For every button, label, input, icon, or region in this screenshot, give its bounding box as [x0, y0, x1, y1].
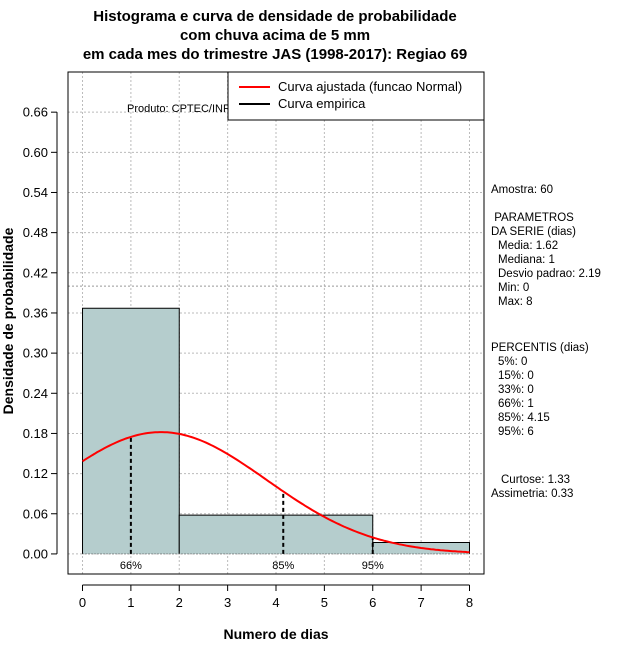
legend: Curva ajustada (funcao Normal) Curva emp…: [227, 71, 485, 121]
y-tick-label-0: 0.00: [23, 546, 48, 561]
y-axis-title: Densidade de probabilidade: [0, 227, 16, 414]
y-tick-label-1: 0.06: [23, 506, 48, 521]
percentile-label-2: 95%: [362, 560, 384, 572]
histogram-bar-outline-2: [372, 542, 470, 554]
product-annotation: Produto: CPTEC/INPE: [127, 103, 238, 115]
stat-curtose: Curtose: 1.33: [501, 474, 570, 486]
y-tick-label-5: 0.30: [23, 346, 48, 361]
x-tick-label-2: 2: [176, 595, 183, 610]
y-tick-label-3: 0.18: [23, 426, 48, 441]
histogram-bar-outline-0: [82, 307, 180, 554]
chart-title-line-3: em cada mes do trimestre JAS (1998-2017)…: [83, 46, 467, 63]
percentile-label-1: 85%: [272, 560, 294, 572]
x-tick-label-3: 3: [224, 595, 231, 610]
y-tick-label-2: 0.12: [23, 466, 48, 481]
y-tick-label-9: 0.54: [23, 185, 48, 200]
x-tick-label-8: 8: [466, 595, 473, 610]
percentil-33: 33%: 0: [498, 384, 534, 396]
percentile-label-0: 66%: [120, 560, 142, 572]
y-tick-label-10: 0.60: [23, 145, 48, 160]
param-media: Media: 1.62: [498, 240, 558, 252]
bars-layer: [82, 307, 470, 555]
percentil-95: 95%: 6: [498, 426, 534, 438]
param-mediana: Mediana: 1: [498, 254, 555, 266]
legend-label-normal: Curva ajustada (funcao Normal): [278, 79, 462, 94]
x-tick-label-7: 7: [417, 595, 424, 610]
percentil-15: 15%: 0: [498, 370, 534, 382]
axes-layer: 0 1 2 3 4 5 6 7 8 0.00 0.06 0.12 0.18 0.24 0.30 0.36 0.4…: [23, 105, 473, 610]
y-tick-label-11: 0.66: [23, 105, 48, 120]
stat-amostra: Amostra: 60: [491, 184, 553, 196]
y-tick-label-8: 0.48: [23, 225, 48, 240]
stats-panel: Amostra: 60 PARAMETROS DA SERIE (dias) M…: [491, 184, 601, 500]
percentil-66: 66%: 1: [498, 398, 534, 410]
param-min: Min: 0: [498, 282, 529, 294]
normal-curve-line: [81, 431, 470, 554]
y-tick-label-7: 0.42: [23, 265, 48, 280]
param-max: Max: 8: [498, 296, 533, 308]
percentile-marker-layer: 66% 85% 95%: [120, 436, 384, 572]
percentis-title: PERCENTIS (dias): [491, 342, 589, 354]
percentil-5: 5%: 0: [498, 356, 527, 368]
chart-title-line-2: com chuva acima de 5 mm: [180, 27, 370, 44]
x-tick-label-0: 0: [79, 595, 86, 610]
legend-box: [227, 71, 485, 121]
stat-assimetria: Assimetria: 0.33: [491, 488, 573, 500]
histogram-bar-outline-1: [178, 514, 374, 554]
x-tick-label-1: 1: [127, 595, 134, 610]
x-tick-label-4: 4: [272, 595, 279, 610]
y-tick-label-4: 0.24: [23, 386, 48, 401]
params-title-1: PARAMETROS: [491, 212, 574, 224]
param-desvio: Desvio padrao: 2.19: [498, 268, 601, 280]
x-tick-label-6: 6: [369, 595, 376, 610]
y-tick-label-6: 0.36: [23, 305, 48, 320]
chart-title-line-1: Histograma e curva de densidade de proba…: [93, 8, 456, 25]
histogram-bar-0: [82, 308, 180, 554]
x-axis-title: Numero de dias: [223, 626, 328, 642]
params-title-2: DA SERIE (dias): [491, 226, 576, 238]
percentil-85: 85%: 4.15: [498, 412, 550, 424]
legend-label-empirical: Curva empirica: [278, 96, 366, 111]
curve-layer: [81, 431, 470, 554]
x-tick-label-5: 5: [321, 595, 328, 610]
histogram-bar-1: [179, 515, 373, 554]
